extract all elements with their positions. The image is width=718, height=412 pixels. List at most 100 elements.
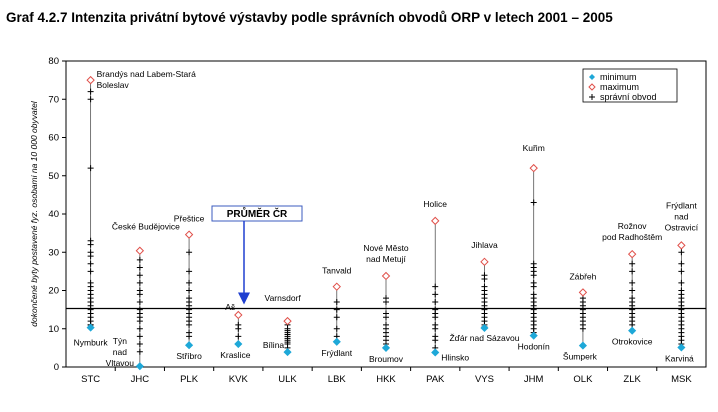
y-tick-label: 60 [48, 133, 59, 144]
max-label: Aš [225, 302, 235, 312]
obvod-point [678, 268, 685, 275]
max-label: Varnsdorf [265, 293, 302, 303]
min-point [480, 323, 489, 333]
obvod-point [136, 264, 143, 271]
y-tick-label: 70 [48, 94, 59, 105]
obvod-point [383, 314, 389, 321]
max-label: Holice [423, 199, 447, 209]
obvod-point [186, 249, 193, 256]
min-point [628, 326, 637, 335]
min-point [283, 348, 292, 357]
min-point [431, 348, 440, 357]
obvod-point [333, 314, 340, 321]
min-label: Hlinsko [441, 352, 469, 362]
max-point [431, 216, 440, 226]
min-label: Karviná [665, 353, 694, 363]
min-label: Nymburk [74, 338, 109, 348]
obvod-point [136, 291, 143, 298]
max-point [234, 310, 243, 320]
x-tick-label: JHC [131, 374, 150, 385]
max-point [86, 75, 95, 85]
max-label: Brandýs nad Labem-Stará Boleslav [97, 69, 196, 90]
min-label: Týn nad Vltavou [106, 336, 135, 368]
average-callout-box [211, 205, 303, 222]
obvod-point [629, 268, 636, 275]
x-tick-label: LBK [328, 374, 347, 385]
max-label: Tanvald [322, 266, 352, 276]
obvod-point [186, 321, 193, 328]
max-point [184, 230, 194, 239]
obvod-point [87, 241, 94, 248]
obvod-point [530, 283, 537, 290]
obvod-point [87, 260, 94, 267]
obvod-point [333, 306, 340, 313]
min-point [529, 331, 538, 340]
x-tick-label: VYS [475, 374, 494, 385]
obvod-point [235, 333, 242, 340]
max-label: Přeštice [174, 214, 205, 224]
obvod-point [87, 165, 94, 172]
max-label: Nové Město nad Metují [363, 243, 409, 264]
legend-max-label: maximum [600, 82, 639, 92]
x-tick-label: STC [81, 374, 100, 385]
obvod-point [136, 256, 143, 263]
obvod-point [432, 291, 439, 298]
x-tick-label: ULK [278, 374, 297, 385]
obvod-point [186, 279, 193, 286]
obvod-point [432, 298, 439, 305]
y-tick-label: 10 [48, 324, 59, 335]
min-point [578, 341, 587, 350]
max-label: Rožnov pod Radhoštěm [602, 221, 662, 242]
obvod-point [678, 249, 685, 256]
obvod-point [530, 272, 537, 279]
obvod-point [333, 298, 340, 305]
min-point [677, 343, 686, 352]
obvod-point [136, 272, 143, 279]
x-tick-label: KVK [229, 374, 249, 385]
min-label: Šumperk [563, 352, 598, 362]
legend-obvod-marker [589, 94, 595, 100]
min-label: Hodonín [518, 342, 550, 352]
y-tick-label: 30 [48, 247, 59, 258]
x-tick-label: PLK [180, 374, 199, 385]
obvod-point [629, 260, 636, 267]
obvod-point [432, 314, 439, 321]
min-label: Žďár nad Sázavou [449, 333, 519, 343]
min-label: Kraslice [220, 350, 251, 360]
obvod-point [629, 279, 636, 286]
obvod-point [579, 325, 586, 332]
obvod-point [87, 268, 94, 275]
obvod-point [678, 279, 685, 286]
obvod-point [136, 279, 143, 286]
legend-min-label: minimum [600, 72, 637, 82]
obvod-point [432, 337, 439, 344]
legend-box [582, 68, 678, 103]
obvod-point [530, 199, 537, 206]
max-point [381, 271, 391, 281]
x-tick-label: JHM [524, 374, 544, 385]
max-point [627, 249, 637, 259]
min-label: Otrokovice [612, 337, 653, 347]
chart-title: Graf 4.2.7 Intenzita privátní bytové výs… [6, 10, 613, 25]
obvod-point [87, 96, 94, 103]
max-point [578, 288, 588, 297]
obvod-point [136, 298, 143, 305]
min-point [185, 341, 194, 350]
obvod-point [186, 287, 193, 294]
obvod-point [678, 260, 685, 267]
obvod-point [136, 325, 143, 332]
max-label: Zábřeh [569, 271, 596, 281]
y-tick-label: 50 [48, 171, 59, 182]
obvod-point [136, 333, 143, 340]
min-label: Broumov [369, 354, 404, 364]
y-tick-label: 0 [54, 362, 59, 373]
x-tick-label: MSK [671, 374, 692, 385]
min-label: Bílina [263, 340, 285, 350]
min-point [381, 343, 391, 352]
obvod-point [186, 333, 193, 340]
min-point [86, 323, 95, 332]
max-label: Jihlava [471, 240, 498, 250]
min-point [332, 337, 341, 346]
obvod-point [383, 298, 389, 305]
